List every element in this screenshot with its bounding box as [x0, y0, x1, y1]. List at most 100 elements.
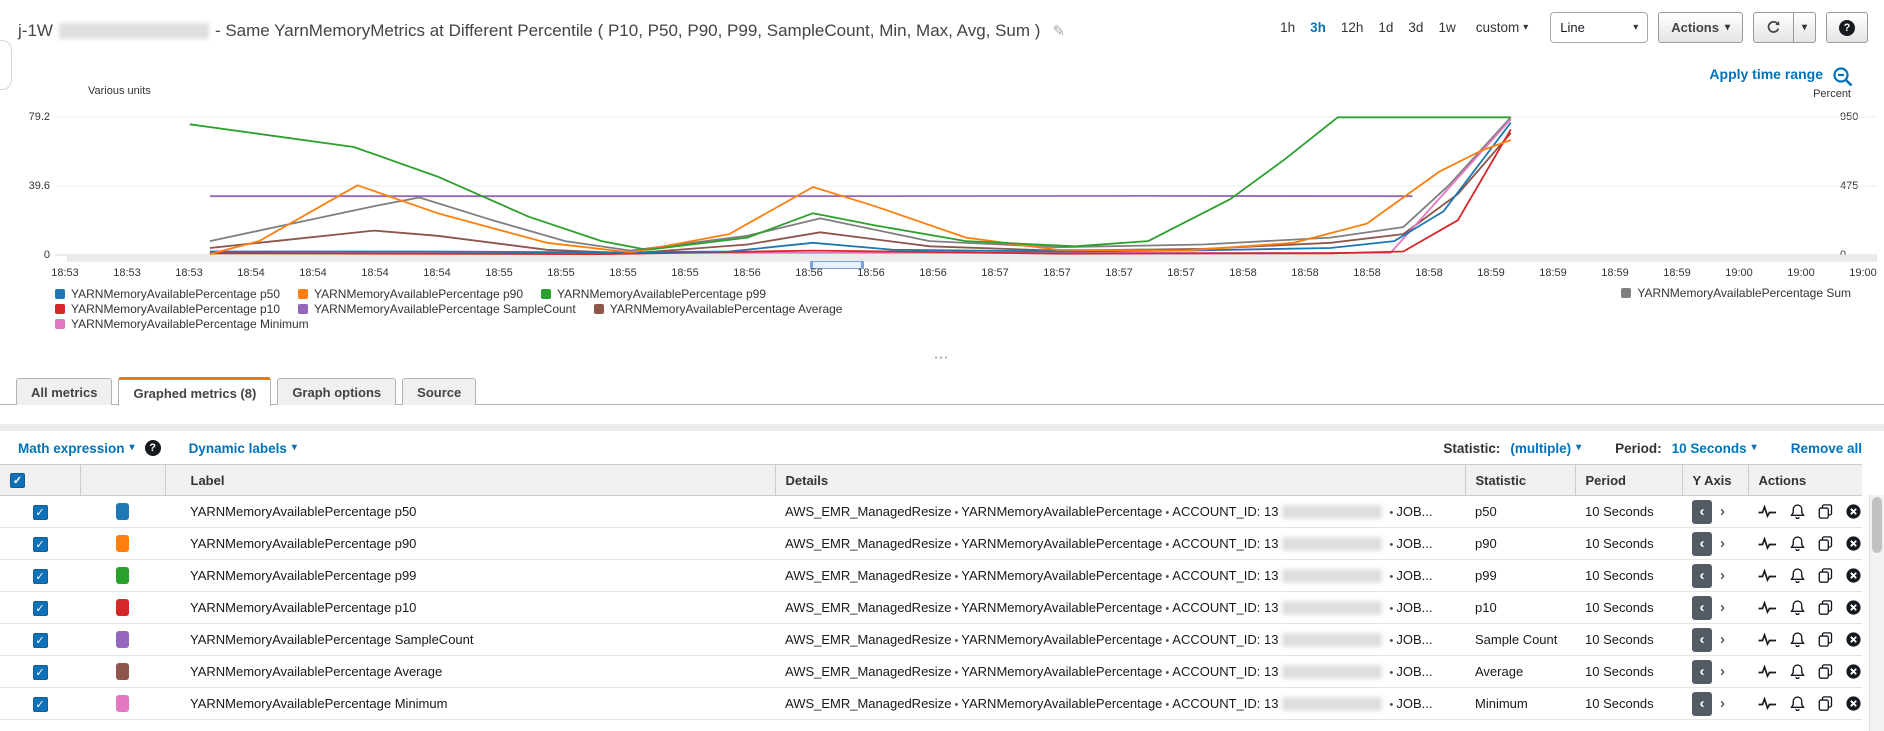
remove-metric-icon[interactable] — [1846, 696, 1861, 711]
row-checkbox[interactable]: ✓ — [32, 664, 48, 680]
row-checkbox[interactable]: ✓ — [32, 568, 48, 584]
time-range-1h[interactable]: 1h — [1280, 20, 1296, 35]
y-axis-left-button[interactable]: ‹ — [1692, 563, 1712, 588]
horizontal-scrollbar[interactable] — [0, 424, 1884, 431]
time-range-custom[interactable]: custom ▾ — [1476, 20, 1529, 35]
graph-metric-icon[interactable] — [1758, 537, 1777, 550]
select-all-checkbox[interactable]: ✓ — [10, 473, 25, 488]
y-axis-left-button[interactable]: ‹ — [1692, 659, 1712, 684]
dynamic-labels-menu[interactable]: Dynamic labels ▾ — [189, 441, 297, 456]
graph-metric-icon[interactable] — [1758, 697, 1777, 710]
create-alarm-bell-icon[interactable] — [1790, 567, 1805, 584]
tab-all-metrics[interactable]: All metrics — [16, 378, 113, 405]
chart-type-select[interactable]: Line ▾ — [1550, 12, 1649, 43]
y-axis-left-button[interactable]: ‹ — [1692, 531, 1712, 556]
panel-resize-handle[interactable]: ⋯ — [933, 349, 951, 366]
duplicate-icon[interactable] — [1818, 664, 1833, 679]
create-alarm-bell-icon[interactable] — [1790, 535, 1805, 552]
y-axis-right-button[interactable]: › — [1720, 599, 1725, 616]
details-namespace: AWS_EMR_ManagedResize — [785, 695, 952, 711]
metric-statistic: Minimum — [1475, 696, 1528, 711]
legend-label: YARNMemoryAvailablePercentage p10 — [71, 301, 280, 316]
remove-metric-icon[interactable] — [1846, 600, 1861, 615]
duplicate-icon[interactable] — [1818, 696, 1833, 711]
edit-title-icon[interactable]: ✎ — [1052, 23, 1066, 40]
vertical-scrollbar[interactable] — [1869, 495, 1884, 731]
metric-label: YARNMemoryAvailablePercentage SampleCoun… — [190, 632, 474, 647]
graph-metric-icon[interactable] — [1758, 633, 1777, 646]
statistic-select[interactable]: (multiple) ▾ — [1510, 441, 1581, 456]
row-checkbox[interactable]: ✓ — [32, 536, 48, 552]
y-axis-right-button[interactable]: › — [1720, 567, 1725, 584]
duplicate-icon[interactable] — [1818, 632, 1833, 647]
period-label: Period: — [1615, 440, 1662, 456]
legend-item[interactable]: YARNMemoryAvailablePercentage p99 — [541, 287, 766, 301]
row-checkbox[interactable]: ✓ — [32, 632, 48, 648]
graph-metric-icon[interactable] — [1758, 505, 1777, 518]
actions-button[interactable]: Actions ▾ — [1658, 12, 1743, 43]
y-axis-right-button[interactable]: › — [1720, 695, 1725, 712]
remove-metric-icon[interactable] — [1846, 664, 1861, 679]
legend-color-marker — [55, 303, 65, 314]
y-axis-right-button[interactable]: › — [1720, 631, 1725, 648]
create-alarm-bell-icon[interactable] — [1790, 503, 1805, 520]
y-axis-right-button[interactable]: › — [1720, 503, 1725, 520]
legend-item[interactable]: YARNMemoryAvailablePercentage Minimum — [55, 317, 309, 331]
remove-metric-icon[interactable] — [1846, 632, 1861, 647]
refresh-options-button[interactable]: ▾ — [1793, 12, 1816, 43]
chevron-down-icon: ▾ — [129, 442, 135, 453]
help-button[interactable]: ? — [1826, 12, 1868, 43]
x-axis-label: 18:55 — [547, 267, 575, 279]
y-axis-left-button[interactable]: ‹ — [1692, 499, 1712, 524]
graph-metric-icon[interactable] — [1758, 569, 1777, 582]
create-alarm-bell-icon[interactable] — [1790, 695, 1805, 712]
y-axis-left-button[interactable]: ‹ — [1692, 627, 1712, 652]
legend-item[interactable]: YARNMemoryAvailablePercentage p50 — [55, 287, 280, 301]
legend-item[interactable]: YARNMemoryAvailablePercentage SampleCoun… — [298, 302, 576, 316]
remove-metric-icon[interactable] — [1846, 568, 1861, 583]
math-expression-menu[interactable]: Math expression ▾ — [18, 441, 135, 456]
legend-item[interactable]: YARNMemoryAvailablePercentage Sum — [1621, 286, 1851, 300]
refresh-button[interactable] — [1752, 12, 1794, 43]
time-range-3h[interactable]: 3h — [1310, 20, 1326, 35]
time-range-12h[interactable]: 12h — [1340, 20, 1364, 35]
duplicate-icon[interactable] — [1818, 504, 1833, 519]
duplicate-icon[interactable] — [1818, 600, 1833, 615]
time-range-1d[interactable]: 1d — [1378, 20, 1394, 35]
tab-graph-options[interactable]: Graph options — [277, 378, 397, 405]
details-namespace: AWS_EMR_ManagedResize — [785, 535, 952, 551]
collapsed-sidebar-handle[interactable] — [0, 40, 12, 90]
row-checkbox[interactable]: ✓ — [32, 696, 48, 712]
legend-item[interactable]: YARNMemoryAvailablePercentage p90 — [298, 287, 523, 301]
tab-source[interactable]: Source — [402, 378, 477, 405]
duplicate-icon[interactable] — [1818, 568, 1833, 583]
x-axis-label: 19:00 — [1725, 267, 1753, 279]
y-axis-right-button[interactable]: › — [1720, 663, 1725, 680]
remove-all-link[interactable]: Remove all — [1791, 441, 1862, 456]
math-expression-help-icon[interactable]: ? — [144, 440, 161, 456]
y-axis-left-button[interactable]: ‹ — [1692, 691, 1712, 716]
scrollbar-thumb[interactable] — [1872, 497, 1882, 553]
legend-item[interactable]: YARNMemoryAvailablePercentage p10 — [55, 302, 280, 316]
graph-metric-icon[interactable] — [1758, 665, 1777, 678]
row-checkbox[interactable]: ✓ — [32, 600, 48, 616]
legend-item[interactable]: YARNMemoryAvailablePercentage Average — [593, 302, 842, 316]
apply-time-range-link[interactable]: Apply time range — [1709, 66, 1823, 82]
time-range-3d[interactable]: 3d — [1408, 20, 1424, 35]
create-alarm-bell-icon[interactable] — [1790, 599, 1805, 616]
create-alarm-bell-icon[interactable] — [1790, 631, 1805, 648]
create-alarm-bell-icon[interactable] — [1790, 663, 1805, 680]
tab-graphed-metrics-8-[interactable]: Graphed metrics (8) — [118, 377, 272, 406]
duplicate-icon[interactable] — [1818, 536, 1833, 551]
zoom-out-icon[interactable] — [1832, 66, 1854, 91]
time-range-1w[interactable]: 1w — [1438, 20, 1456, 35]
timeline-scrub-handle[interactable] — [810, 261, 864, 269]
remove-metric-icon[interactable] — [1846, 536, 1861, 551]
y-axis-right-button[interactable]: › — [1720, 535, 1725, 552]
period-select[interactable]: 10 Seconds ▾ — [1672, 441, 1757, 456]
graph-metric-icon[interactable] — [1758, 601, 1777, 614]
chart-plot-area[interactable] — [55, 90, 1877, 265]
y-axis-left-button[interactable]: ‹ — [1692, 595, 1712, 620]
remove-metric-icon[interactable] — [1846, 504, 1861, 519]
row-checkbox[interactable]: ✓ — [32, 504, 48, 520]
